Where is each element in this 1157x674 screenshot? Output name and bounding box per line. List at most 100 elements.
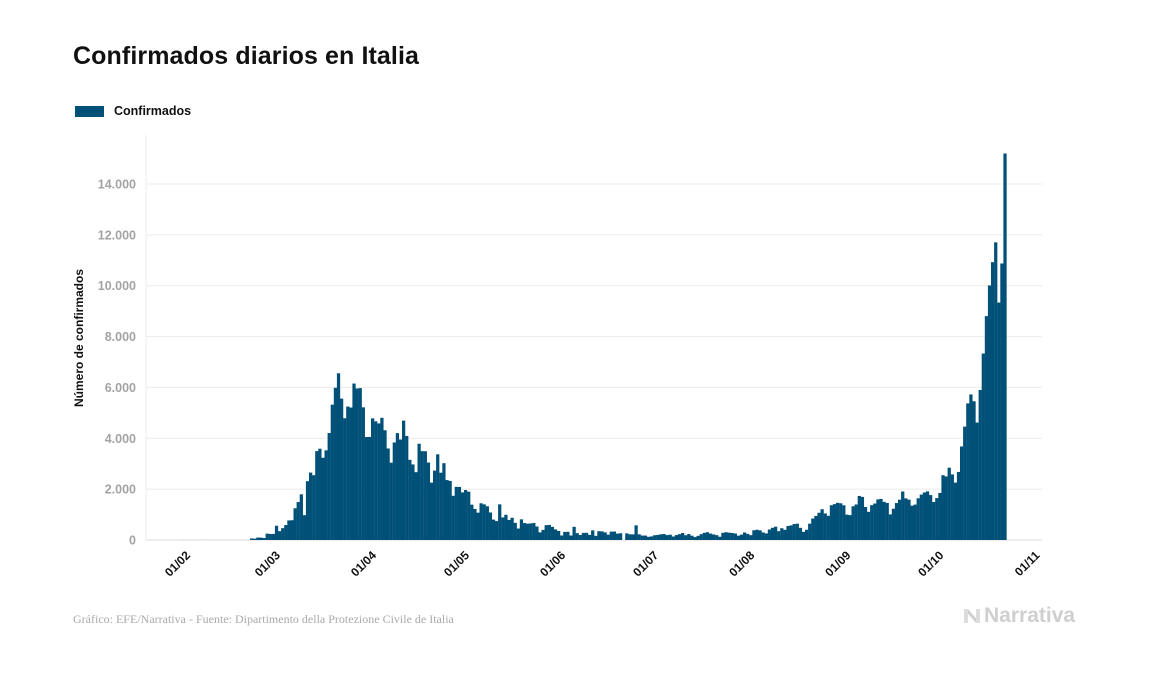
bar <box>922 492 927 540</box>
bar <box>879 498 883 540</box>
bar <box>454 486 458 540</box>
bar <box>749 535 753 540</box>
bar <box>693 537 697 540</box>
bar <box>817 512 821 540</box>
bar <box>309 472 313 540</box>
bar <box>594 535 598 540</box>
bar <box>839 503 843 540</box>
y-tick-label: 14.000 <box>98 178 136 192</box>
bar <box>944 476 948 540</box>
bar <box>265 533 269 540</box>
x-tick-label: 01/09 <box>822 548 853 579</box>
bar <box>913 504 917 540</box>
bar <box>495 521 499 540</box>
bar <box>615 533 620 540</box>
bar <box>519 519 524 540</box>
bar <box>681 532 685 540</box>
bar <box>789 525 793 540</box>
bar <box>770 527 775 540</box>
bar <box>956 471 961 540</box>
chart-title: Confirmados diarios en Italia <box>73 42 420 70</box>
bar <box>513 522 517 540</box>
bar <box>600 531 604 540</box>
bar <box>972 401 976 540</box>
bar <box>950 474 954 540</box>
bar <box>448 480 452 540</box>
x-tick-label: 01/02 <box>162 548 193 579</box>
bar <box>808 523 812 540</box>
x-tick-label: 01/11 <box>1012 548 1043 579</box>
bar <box>315 451 319 540</box>
bar <box>863 507 868 540</box>
bar <box>591 530 595 540</box>
bar <box>330 404 334 540</box>
bar <box>395 433 400 540</box>
bar <box>473 508 477 540</box>
bar <box>290 520 294 540</box>
brand-logo: Narrativa <box>962 604 1075 628</box>
bar <box>984 316 989 540</box>
y-tick-label: 6.000 <box>105 381 136 395</box>
bar <box>467 491 471 540</box>
bar <box>557 530 561 540</box>
bar <box>932 502 936 540</box>
bar <box>755 529 759 540</box>
bar <box>271 533 276 540</box>
bar <box>597 531 601 540</box>
bar <box>619 533 623 540</box>
bar <box>609 531 613 540</box>
bar <box>299 494 303 540</box>
bar <box>668 534 672 540</box>
bar <box>321 457 325 540</box>
bar <box>479 503 483 540</box>
bar <box>247 539 251 540</box>
bar <box>665 535 669 540</box>
bar <box>402 420 406 540</box>
bar <box>746 533 750 540</box>
bar <box>485 506 489 540</box>
bar <box>445 480 449 540</box>
bar <box>553 529 558 540</box>
bar <box>705 532 710 540</box>
bar <box>181 539 186 540</box>
bar <box>758 530 762 540</box>
bar <box>318 448 322 540</box>
bar <box>739 534 744 540</box>
x-tick-label: 01/10 <box>915 548 946 579</box>
bar <box>433 470 437 540</box>
bar <box>860 496 865 540</box>
bar <box>498 504 502 540</box>
bar <box>702 532 706 540</box>
bar <box>470 504 474 540</box>
bar <box>774 526 778 540</box>
bar <box>408 459 412 540</box>
y-tick-label: 0 <box>129 534 136 548</box>
bar <box>801 531 806 540</box>
bar <box>417 443 421 540</box>
bar <box>274 525 279 540</box>
bar <box>284 525 288 540</box>
bar <box>736 535 741 540</box>
bar <box>560 535 564 540</box>
bar <box>730 533 734 540</box>
bar <box>891 508 896 540</box>
bar <box>305 481 310 540</box>
bar <box>442 463 446 540</box>
bar <box>811 518 815 540</box>
bar <box>259 537 263 540</box>
bar <box>640 535 644 540</box>
x-tick-label: 01/07 <box>630 548 661 579</box>
bar <box>969 394 973 540</box>
source-note: Gráfico: EFE/Narrativa - Fuente: Diparti… <box>73 612 454 626</box>
bar <box>281 528 285 540</box>
bar <box>832 504 837 540</box>
bar <box>603 532 607 540</box>
bar <box>529 523 533 540</box>
bar <box>857 495 861 540</box>
bar <box>941 475 945 540</box>
bar <box>426 462 431 540</box>
bar <box>389 462 393 540</box>
bar <box>253 538 257 540</box>
bar <box>439 472 443 540</box>
bar <box>398 439 403 540</box>
